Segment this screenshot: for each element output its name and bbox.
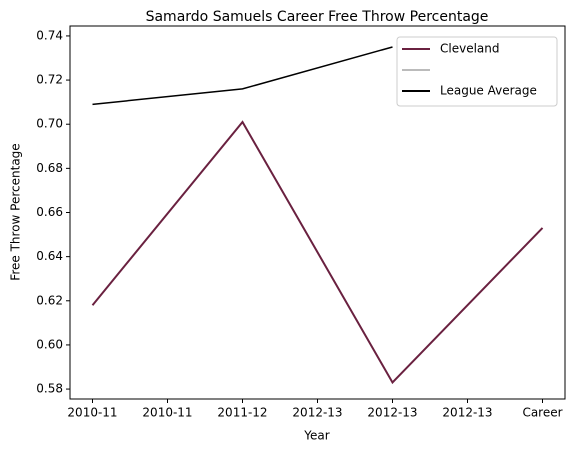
x-axis-label: Year <box>303 429 329 443</box>
x-tick-label: Career <box>522 406 562 420</box>
y-tick-label: 0.66 <box>36 205 63 219</box>
y-tick-label: 0.74 <box>36 28 63 42</box>
x-tick-label: 2010-11 <box>67 406 117 420</box>
y-tick-label: 0.58 <box>36 382 63 396</box>
y-tick-label: 0.70 <box>36 117 63 131</box>
y-axis-label: Free Throw Percentage <box>9 143 23 280</box>
chart-title: Samardo Samuels Career Free Throw Percen… <box>146 9 489 25</box>
plot-frame <box>69 25 566 400</box>
legend-label: Cleveland <box>440 42 500 56</box>
legend-box <box>396 36 558 107</box>
x-tick-label: 2012-13 <box>367 406 417 420</box>
x-tick-label: 2011-12 <box>217 406 267 420</box>
x-tick-label: 2012-13 <box>442 406 492 420</box>
y-tick-label: 0.72 <box>36 73 63 87</box>
y-tick-label: 0.62 <box>36 293 63 307</box>
data-line <box>92 46 393 106</box>
y-tick-label: 0.64 <box>36 249 63 263</box>
data-line <box>91 120 544 385</box>
x-tick-label: 2010-11 <box>142 406 192 420</box>
x-tick-label: 2012-13 <box>292 406 342 420</box>
y-tick-label: 0.60 <box>36 337 63 351</box>
legend-label: League Average <box>440 84 537 98</box>
y-tick-label: 0.68 <box>36 161 63 175</box>
